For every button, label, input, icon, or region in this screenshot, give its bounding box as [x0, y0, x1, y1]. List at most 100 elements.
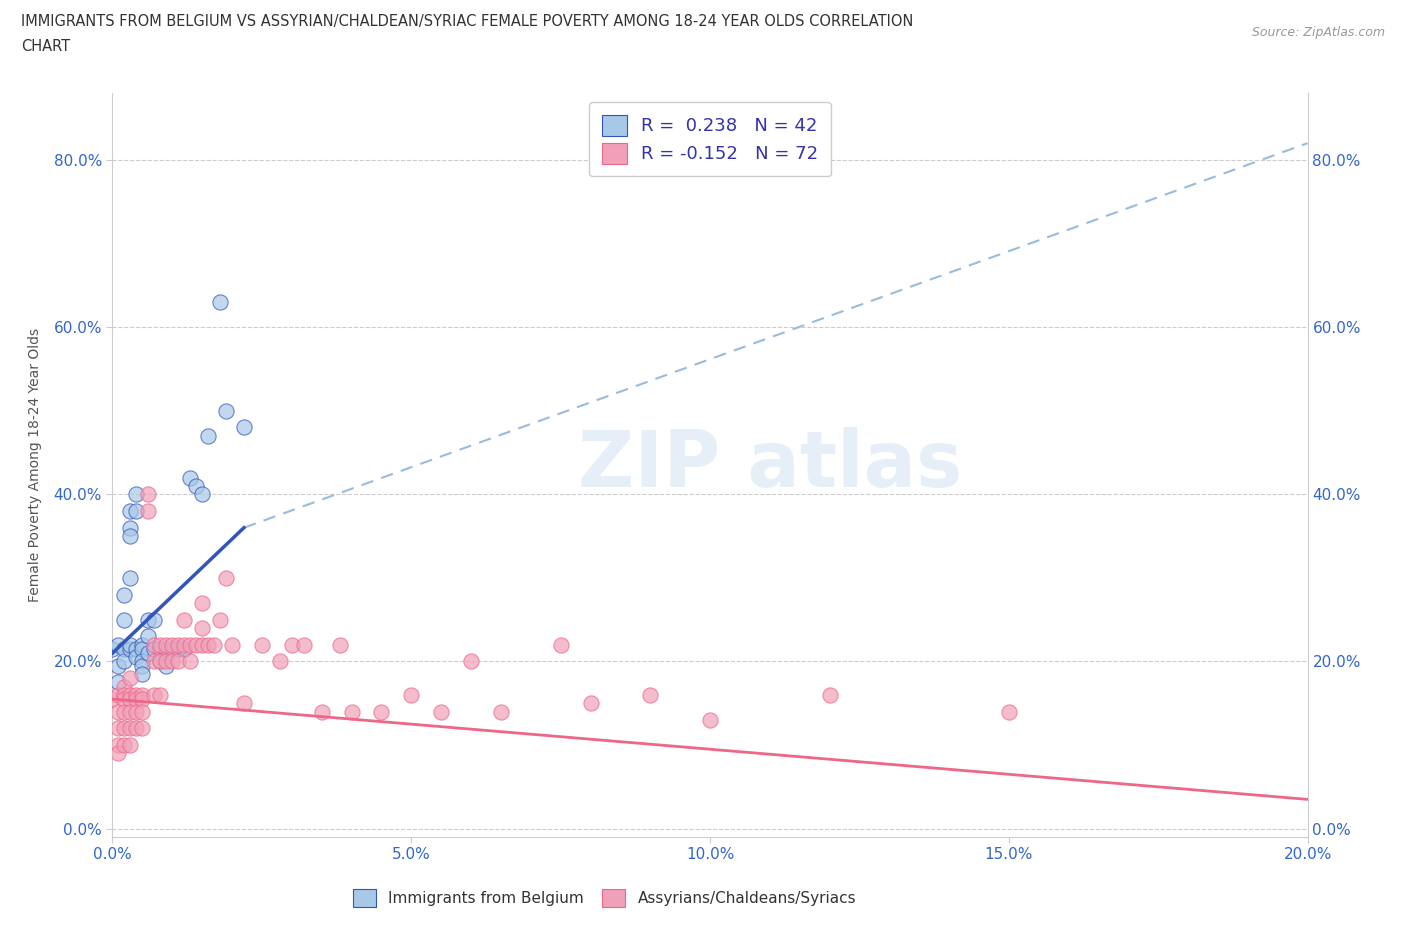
Point	[114, 612, 135, 627]
Point	[281, 637, 304, 652]
Point	[107, 721, 129, 736]
Point	[197, 637, 219, 652]
Point	[699, 712, 721, 727]
Point	[107, 737, 129, 752]
Point	[167, 654, 190, 669]
Legend: R =  0.238   N = 42, R = -0.152   N = 72: R = 0.238 N = 42, R = -0.152 N = 72	[589, 102, 831, 177]
Point	[179, 637, 201, 652]
Point	[250, 637, 273, 652]
Text: Source: ZipAtlas.com: Source: ZipAtlas.com	[1251, 26, 1385, 39]
Point	[143, 654, 166, 669]
Point	[370, 704, 392, 719]
Point	[107, 687, 129, 702]
Point	[155, 654, 177, 669]
Point	[167, 642, 190, 657]
Point	[125, 704, 148, 719]
Point	[125, 486, 148, 501]
Point	[167, 637, 190, 652]
Point	[818, 687, 841, 702]
Point	[155, 637, 177, 652]
Point	[329, 637, 352, 652]
Point	[460, 654, 482, 669]
Text: IMMIGRANTS FROM BELGIUM VS ASSYRIAN/CHALDEAN/SYRIAC FEMALE POVERTY AMONG 18-24 Y: IMMIGRANTS FROM BELGIUM VS ASSYRIAN/CHAL…	[21, 14, 914, 29]
Point	[149, 687, 172, 702]
Point	[143, 637, 166, 652]
Y-axis label: Female Poverty Among 18-24 Year Olds: Female Poverty Among 18-24 Year Olds	[28, 328, 42, 602]
Point	[173, 612, 195, 627]
Point	[155, 658, 177, 673]
Point	[221, 637, 243, 652]
Point	[998, 704, 1021, 719]
Point	[550, 637, 572, 652]
Point	[155, 642, 177, 657]
Text: CHART: CHART	[21, 39, 70, 54]
Point	[215, 570, 238, 585]
Point	[162, 642, 183, 657]
Point	[233, 696, 256, 711]
Point	[340, 704, 363, 719]
Point	[162, 637, 183, 652]
Point	[114, 704, 135, 719]
Point	[143, 612, 166, 627]
Point	[138, 629, 160, 644]
Point	[143, 687, 166, 702]
Point	[114, 737, 135, 752]
Point	[579, 696, 602, 711]
Point	[131, 687, 153, 702]
Point	[107, 637, 129, 652]
Point	[120, 570, 142, 585]
Point	[149, 637, 172, 652]
Point	[107, 658, 129, 673]
Point	[125, 721, 148, 736]
Point	[114, 642, 135, 657]
Point	[162, 654, 183, 669]
Point	[186, 478, 208, 493]
Point	[114, 721, 135, 736]
Point	[191, 595, 214, 610]
Point	[179, 470, 201, 485]
Point	[173, 637, 195, 652]
Point	[233, 420, 256, 435]
Point	[202, 637, 225, 652]
Point	[143, 642, 166, 657]
Point	[107, 675, 129, 690]
Point	[138, 503, 160, 518]
Point	[191, 637, 214, 652]
Point	[131, 692, 153, 707]
Point	[120, 704, 142, 719]
Point	[120, 528, 142, 543]
Point	[131, 637, 153, 652]
Point	[292, 637, 315, 652]
Point	[149, 654, 172, 669]
Point	[114, 654, 135, 669]
Point	[149, 654, 172, 669]
Point	[114, 687, 135, 702]
Point	[125, 650, 148, 665]
Point	[186, 637, 208, 652]
Point	[191, 620, 214, 635]
Point	[179, 654, 201, 669]
Point	[138, 486, 160, 501]
Point	[191, 486, 214, 501]
Point	[120, 520, 142, 535]
Point	[120, 721, 142, 736]
Point	[120, 642, 142, 657]
Point	[120, 737, 142, 752]
Point	[197, 429, 219, 444]
Point	[101, 692, 124, 707]
Point	[311, 704, 333, 719]
Point	[114, 692, 135, 707]
Point	[269, 654, 291, 669]
Point	[215, 404, 238, 418]
Point	[120, 503, 142, 518]
Point	[640, 687, 662, 702]
Point	[101, 642, 124, 657]
Text: ZIP atlas: ZIP atlas	[578, 427, 962, 503]
Point	[173, 642, 195, 657]
Point	[125, 642, 148, 657]
Point	[120, 637, 142, 652]
Point	[430, 704, 453, 719]
Legend: Immigrants from Belgium, Assyrians/Chaldeans/Syriacs: Immigrants from Belgium, Assyrians/Chald…	[347, 884, 862, 913]
Point	[138, 612, 160, 627]
Point	[120, 692, 142, 707]
